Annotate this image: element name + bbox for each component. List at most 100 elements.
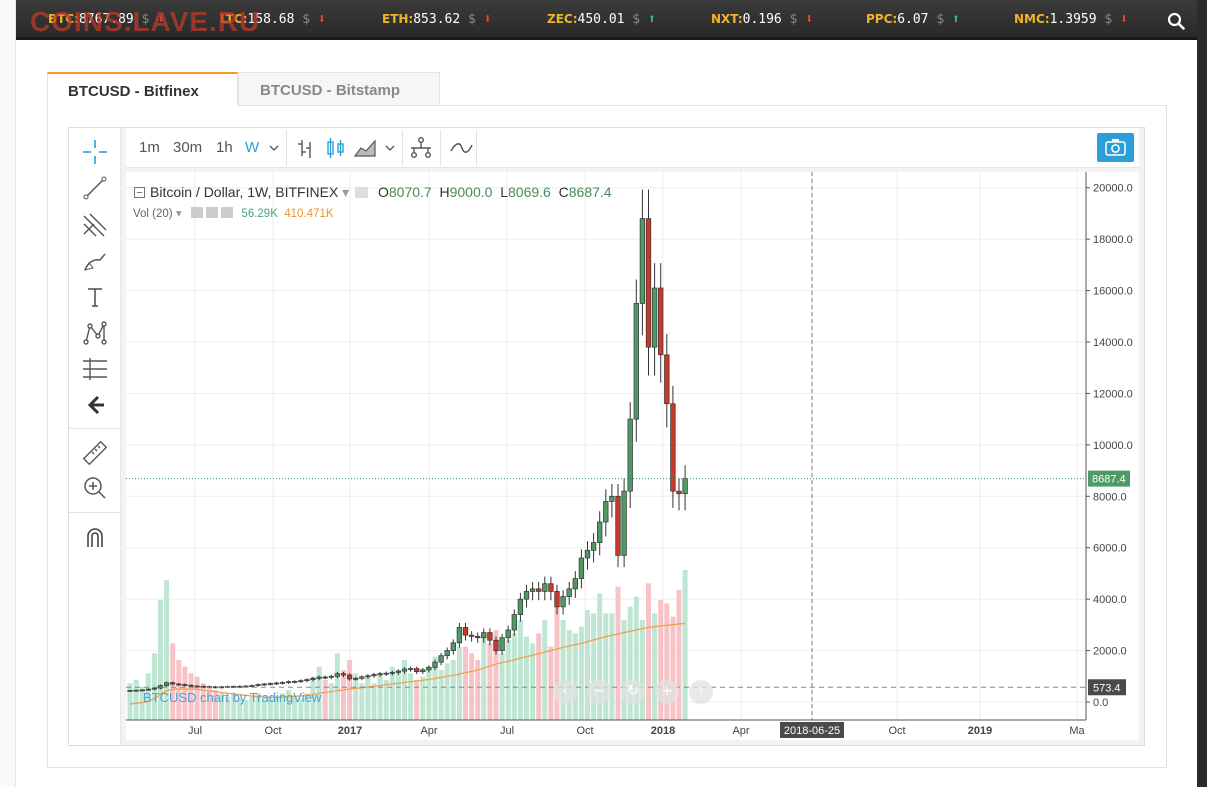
ticker-currency: $	[624, 12, 648, 27]
interval-1m[interactable]: 1m	[139, 139, 160, 156]
arrow-down-icon: ⬇	[1120, 12, 1128, 27]
interval-30m[interactable]: 30m	[173, 139, 203, 156]
ticker-item[interactable]: ETH:853.62 $ ⬇	[382, 12, 492, 27]
ohlc-close: 8687.4	[568, 184, 612, 200]
volume-bar	[536, 633, 542, 720]
reset-chart-button[interactable]: ↻	[621, 680, 645, 704]
ohlc-high-label: H	[439, 184, 450, 200]
candle-up	[133, 689, 139, 692]
volume-bar	[139, 686, 145, 720]
volume-bar	[450, 660, 456, 720]
arrow-down-icon: ⬇	[157, 12, 166, 27]
volume-bar	[151, 653, 157, 720]
ruler-icon[interactable]	[80, 438, 110, 468]
arrow-left-icon[interactable]	[80, 390, 110, 420]
volume-bar	[164, 580, 170, 720]
volume-bar	[505, 640, 511, 720]
candles-style-icon[interactable]	[323, 136, 349, 160]
candle-up	[529, 588, 536, 592]
scroll-left-button[interactable]: ‹	[553, 680, 577, 704]
chevron-down-icon[interactable]	[380, 136, 400, 160]
fib-retracement-icon[interactable]	[80, 354, 110, 384]
candle-up	[499, 637, 505, 651]
candle-up	[456, 627, 463, 644]
candle-down	[658, 287, 664, 356]
candle-up	[163, 682, 170, 686]
chevron-down-icon[interactable]: ▾	[342, 184, 354, 200]
last-price-label: 8687.4	[1092, 474, 1126, 486]
cursor-date-box	[780, 722, 844, 738]
volume-bar	[261, 700, 267, 720]
chevron-down-icon[interactable]	[264, 136, 284, 160]
volume-settings-icon[interactable]	[206, 207, 219, 218]
y-tick-label: 2000.0	[1093, 646, 1127, 658]
camera-icon[interactable]	[1097, 133, 1134, 162]
ticker-item[interactable]: PPC:6.07 $ ⬆	[866, 12, 960, 27]
tab-btcusd-bitfinex[interactable]: BTCUSD - Bitfinex	[47, 72, 238, 106]
x-tick-label: 2018	[651, 725, 675, 737]
volume-bar	[365, 676, 371, 720]
ref-price-label: 573.4	[1093, 682, 1121, 694]
interval-weekly[interactable]: W	[245, 139, 260, 156]
ticker-symbol: NMC:	[1014, 12, 1050, 26]
magnet-icon[interactable]	[80, 523, 110, 553]
interval-1h[interactable]: 1h	[216, 139, 233, 156]
volume-bar	[371, 683, 377, 720]
compare-icon[interactable]	[408, 136, 434, 160]
ticker-item[interactable]: BTC:8767.89 $ ⬇	[48, 12, 165, 27]
volume-bar	[420, 676, 426, 720]
tradingview-credit-link[interactable]: BTCUSD chart by TradingView	[143, 690, 322, 705]
ticker-symbol: PPC:	[866, 12, 898, 26]
volume-bar	[511, 633, 517, 720]
candle-up	[438, 655, 444, 663]
text-tool-icon[interactable]	[80, 282, 110, 312]
ticker-item[interactable]: NMC:1.3959 $ ⬇	[1014, 12, 1128, 27]
zoom-out-button[interactable]: −	[587, 680, 611, 704]
chevron-down-icon[interactable]: ▾	[175, 208, 185, 220]
indicators-icon[interactable]	[448, 136, 474, 160]
ticker-item[interactable]: ZEC:450.01 $ ⬆	[547, 12, 656, 27]
volume-bar	[444, 663, 450, 720]
candle-up	[383, 672, 389, 675]
trend-line-icon[interactable]	[80, 173, 110, 203]
pattern-tool-icon[interactable]	[80, 318, 110, 348]
toolbar-divider	[402, 130, 403, 166]
volume-bar	[475, 660, 481, 720]
candle-up	[334, 673, 341, 677]
ticker-item[interactable]: LTC:158.68 $ ⬇	[220, 12, 326, 27]
zoom-in-icon[interactable]	[80, 473, 110, 503]
candle-up	[633, 303, 639, 420]
candle-down	[676, 490, 682, 495]
crosshair-icon[interactable]	[80, 137, 110, 167]
volume-bar	[646, 583, 651, 720]
volume-bar	[395, 670, 401, 720]
candle-up	[584, 549, 591, 559]
pitchfork-icon[interactable]	[80, 210, 110, 240]
scroll-right-button[interactable]: ›	[689, 680, 713, 704]
legend-eye-icon[interactable]	[355, 187, 369, 198]
ticker-symbol: LTC:	[220, 12, 248, 26]
volume-close-icon[interactable]	[221, 207, 234, 218]
candle-up	[395, 670, 402, 673]
candle-up	[511, 614, 517, 631]
search-icon[interactable]	[1167, 12, 1185, 30]
legend-collapse-icon[interactable]	[134, 187, 145, 198]
brush-icon[interactable]	[80, 246, 110, 276]
ref-price-box	[1088, 679, 1126, 696]
tab-btcusd-bitstamp[interactable]: BTCUSD - Bitstamp	[238, 72, 440, 106]
ticker-item[interactable]: NXT:0.196 $ ⬇	[711, 12, 813, 27]
candlestick-chart[interactable]: 0.0 2000.0 4000.0 6000.0 8000.0 10000.0 12000.…	[126, 172, 1139, 740]
volume-bar	[158, 600, 163, 720]
candle-down	[468, 634, 475, 637]
zoom-in-button[interactable]: +	[655, 680, 679, 704]
x-tick-label: 2017	[338, 725, 362, 737]
bars-style-icon[interactable]	[293, 136, 319, 160]
chart-top-toolbar	[126, 128, 1139, 168]
candle-up	[450, 642, 456, 651]
arrow-down-icon: ⬇	[483, 12, 492, 27]
area-style-icon[interactable]	[352, 136, 378, 160]
x-tick-label: Ma	[1069, 725, 1085, 737]
candle-up	[609, 495, 615, 502]
volume-eye-icon[interactable]	[190, 207, 203, 218]
time-axis	[126, 720, 1139, 740]
